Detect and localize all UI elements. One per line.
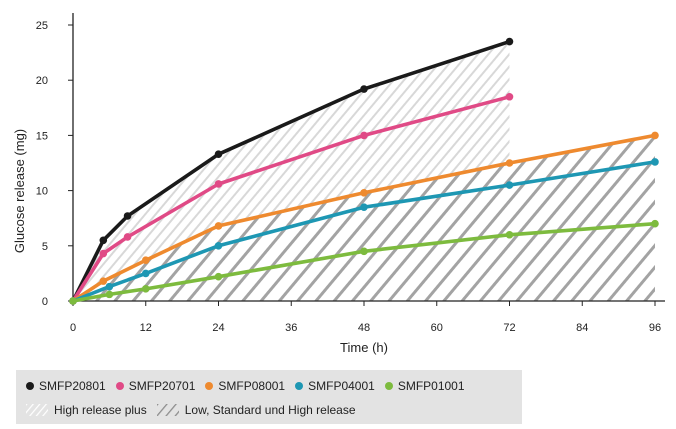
legend-marker-smfp20801 xyxy=(26,382,34,390)
data-point-smfp20801-5 xyxy=(99,236,108,245)
y-tick-label-5: 5 xyxy=(42,241,48,253)
data-point-smfp04001-96 xyxy=(651,158,659,166)
x-tick-label-84: 84 xyxy=(576,322,588,334)
axes: 0 12 24 36 48 60 72 84 96 0 5 10 15 20 25 xyxy=(36,13,665,334)
legend-item-smfp08001: SMFP08001 xyxy=(205,379,285,393)
data-point-smfp20801-9 xyxy=(123,212,132,220)
data-point-smfp08001-48 xyxy=(360,189,368,197)
x-tick-label-48: 48 xyxy=(358,322,370,334)
data-point-smfp04001-12 xyxy=(141,269,150,278)
legend-label-smfp20701: SMFP20701 xyxy=(128,379,196,393)
data-point-smfp08001-5 xyxy=(99,277,108,285)
legend-marker-smfp08001 xyxy=(205,382,214,390)
legend-label-smfp01001: SMFP01001 xyxy=(397,379,465,393)
data-point-smfp04001-48 xyxy=(360,203,368,211)
legend-item-smfp20801: SMFP20801 xyxy=(26,379,106,393)
legend-marker-smfp01001 xyxy=(384,382,393,390)
legend-item-smfp20701: SMFP20701 xyxy=(115,379,196,393)
data-point-smfp08001-12 xyxy=(141,256,150,264)
data-point-smfp01001-24 xyxy=(214,272,223,281)
data-point-smfp20801-72 xyxy=(505,37,514,46)
y-tick-label-20: 20 xyxy=(36,75,48,87)
data-point-smfp01001-0 xyxy=(69,297,77,305)
y-tick-label-0: 0 xyxy=(42,296,48,308)
data-point-smfp20701-72 xyxy=(505,92,514,101)
data-point-smfp20801-48 xyxy=(360,85,368,93)
data-point-smfp20701-24 xyxy=(214,180,223,188)
data-point-smfp20801-24 xyxy=(214,150,223,158)
series-line-smfp20801 xyxy=(71,39,512,303)
y-tick-label-15: 15 xyxy=(36,130,48,142)
legend-marker-smfp04001 xyxy=(295,382,304,390)
legend: SMFP20801 SMFP20701 SMFP08001 SMFP04001 … xyxy=(16,370,522,424)
dark-hatch-swatch xyxy=(156,404,179,416)
x-tick-label-96: 96 xyxy=(649,322,661,334)
legend-label-high-release-plus: High release plus xyxy=(54,403,147,417)
x-tick-label-72: 72 xyxy=(503,322,515,334)
release-regions xyxy=(73,41,655,301)
data-point-smfp20701-48 xyxy=(360,131,368,140)
data-point-smfp08001-72 xyxy=(505,159,514,167)
x-tick-label-24: 24 xyxy=(212,322,224,334)
series-smfp20801 xyxy=(69,37,514,305)
region-high-release-plus xyxy=(73,41,510,301)
data-point-smfp01001-72 xyxy=(505,230,514,239)
legend-item-low-standard-high: Low, Standard und High release xyxy=(156,403,356,417)
series-line-smfp20701 xyxy=(71,95,512,303)
legend-region-row: High release plus Low, Standard und High… xyxy=(16,400,522,420)
x-tick-label-60: 60 xyxy=(431,322,443,334)
data-point-smfp04001-6 xyxy=(105,282,114,291)
data-point-smfp08001-96 xyxy=(651,131,659,140)
legend-label-smfp04001: SMFP04001 xyxy=(308,379,375,393)
data-point-smfp01001-6 xyxy=(105,290,114,299)
x-tick-label-12: 12 xyxy=(140,322,152,334)
legend-label-smfp08001: SMFP08001 xyxy=(218,379,286,393)
data-point-smfp20701-9 xyxy=(123,233,132,241)
x-tick-label-36: 36 xyxy=(285,322,297,334)
data-point-smfp20701-5 xyxy=(99,249,108,258)
legend-item-smfp04001: SMFP04001 xyxy=(295,379,375,393)
data-point-smfp01001-12 xyxy=(141,285,150,293)
region-low-standard-high xyxy=(73,135,655,301)
y-tick-label-25: 25 xyxy=(36,20,48,32)
data-point-smfp04001-24 xyxy=(214,242,223,250)
series-smfp20701 xyxy=(69,92,514,305)
legend-item-smfp01001: SMFP01001 xyxy=(384,379,465,393)
legend-series-row: SMFP20801 SMFP20701 SMFP08001 SMFP04001 … xyxy=(16,376,522,396)
legend-item-high-release-plus: High release plus xyxy=(26,403,147,417)
y-tick-label-10: 10 xyxy=(36,186,48,198)
data-point-smfp04001-72 xyxy=(505,181,514,189)
chart-svg: 0 12 24 36 48 60 72 84 96 0 5 10 15 20 25 Time (h) Glu… xyxy=(12,13,665,355)
data-point-smfp08001-24 xyxy=(214,222,223,230)
y-axis-title: Glucose release (mg) xyxy=(12,129,27,253)
x-axis-title: Time (h) xyxy=(340,340,388,355)
legend-label-low-standard-high: Low, Standard und High release xyxy=(184,403,356,417)
series-layer xyxy=(69,37,659,305)
light-hatch-swatch xyxy=(26,404,48,416)
x-tick-label-0: 0 xyxy=(70,322,76,334)
data-point-smfp01001-48 xyxy=(360,247,368,256)
legend-label-smfp20801: SMFP20801 xyxy=(39,379,106,393)
data-point-smfp01001-96 xyxy=(651,219,659,228)
series-smfp01001 xyxy=(69,219,659,305)
legend-marker-smfp20701 xyxy=(115,382,124,390)
